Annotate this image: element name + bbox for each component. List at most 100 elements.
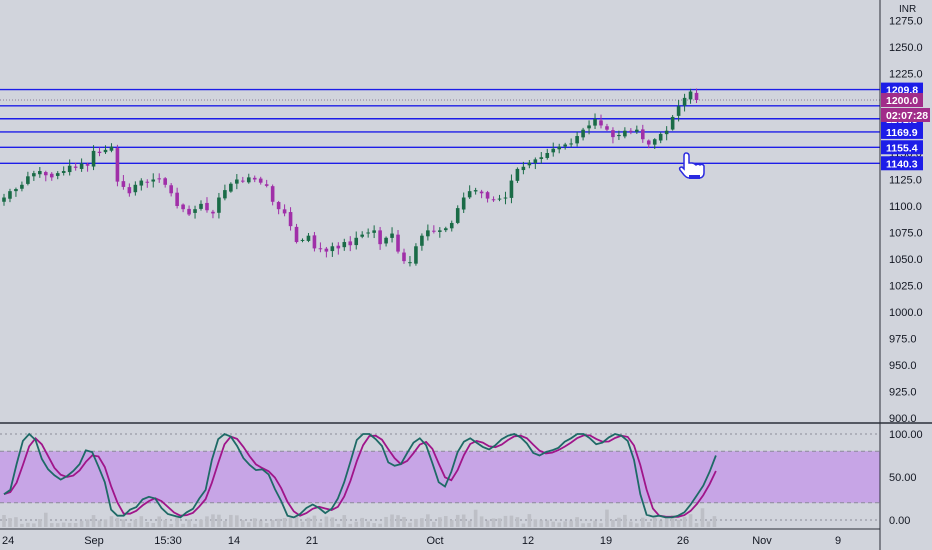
level-label-bg: [881, 140, 923, 155]
volume-bar: [605, 509, 609, 527]
price-tick-label: 975.0: [889, 334, 917, 346]
volume-bar: [372, 523, 376, 527]
candle-body: [491, 199, 496, 201]
horizontal-levels[interactable]: [0, 88, 880, 164]
volume-bar: [461, 514, 466, 527]
volume-bar: [288, 517, 293, 527]
candle-body: [306, 235, 311, 241]
candle-body: [688, 91, 693, 100]
volume-bar: [426, 514, 430, 527]
candle-body: [151, 179, 156, 182]
candle-body: [581, 129, 585, 138]
candle-body: [49, 173, 54, 178]
volume-bar: [575, 517, 579, 527]
candle-body: [324, 248, 329, 252]
volume-bar: [402, 516, 406, 527]
volume-bar: [712, 516, 717, 527]
volume-bar: [318, 522, 323, 527]
volume-bar: [676, 520, 681, 527]
candle-body: [217, 197, 221, 213]
candle-body: [611, 130, 615, 138]
candle-body: [676, 106, 681, 116]
candle-body: [43, 172, 48, 176]
volume-bar: [217, 514, 221, 527]
time-tick-label: 24: [2, 535, 14, 547]
candle-body: [467, 191, 472, 198]
price-tick-label: 1250.0: [889, 42, 923, 54]
candle-body: [348, 241, 353, 246]
candle-body: [563, 144, 567, 147]
candle-body: [539, 157, 544, 159]
candle-body: [67, 165, 72, 173]
candle-body: [79, 163, 84, 169]
candle-body: [551, 148, 556, 153]
time-tick-label: Oct: [426, 535, 443, 547]
candle-body: [414, 246, 418, 264]
volume-bar: [390, 514, 394, 527]
candle-body: [258, 178, 263, 183]
volume-bar: [91, 515, 96, 527]
price-tick-label: 1125.0: [889, 175, 922, 187]
volume-bar: [569, 520, 573, 527]
candle-body: [115, 148, 120, 182]
volume-bar: [282, 517, 287, 527]
candle-body: [652, 139, 657, 145]
candle-body: [605, 126, 609, 130]
volume-bar: [455, 514, 460, 527]
volume-bar: [479, 516, 484, 527]
candle-body: [617, 134, 621, 137]
volume-bar: [187, 519, 191, 527]
candle-body: [121, 181, 126, 187]
volume-bar: [211, 514, 215, 527]
volume-bar: [396, 515, 400, 527]
candle-body: [288, 212, 293, 227]
candle-body: [91, 150, 96, 167]
candle-body: [378, 230, 382, 245]
volume-bars: [2, 508, 717, 527]
volume-bar: [503, 515, 508, 527]
candle-body: [270, 186, 275, 202]
volume-bar: [623, 514, 627, 527]
candle-body: [545, 153, 550, 158]
volume-bar: [85, 519, 90, 527]
candle-body: [646, 140, 651, 145]
candle-body: [635, 129, 639, 132]
volume-bar: [432, 521, 436, 527]
volume-bar: [700, 508, 705, 527]
volume-bar: [330, 517, 335, 527]
candle-body: [175, 192, 179, 206]
pointing-hand-icon: [678, 152, 705, 179]
volume-bar: [706, 521, 711, 527]
candle-body: [2, 197, 6, 202]
candle-body: [97, 151, 102, 153]
volume-bar: [682, 516, 687, 527]
candle-body: [533, 159, 538, 164]
volume-bar: [43, 512, 48, 527]
last-price-label: 1200.0: [886, 95, 918, 107]
candle-body: [163, 178, 167, 185]
candle-body: [20, 184, 24, 189]
candle-body: [640, 129, 645, 140]
candle-body: [664, 130, 669, 135]
candle-body: [193, 209, 197, 213]
candle-body: [658, 133, 663, 141]
volume-bar: [420, 518, 424, 527]
candle-body: [670, 116, 675, 130]
volume-bar: [497, 518, 502, 527]
candle-body: [199, 203, 203, 209]
candle-body: [14, 189, 18, 192]
candlestick-series: [2, 88, 699, 267]
volume-bar: [664, 518, 669, 527]
candle-body: [432, 230, 436, 232]
volume-bar: [223, 520, 227, 527]
price-tick-label: 950.0: [889, 360, 917, 372]
volume-bar: [557, 522, 562, 527]
time-tick-label: 9: [835, 535, 841, 547]
candle-body: [336, 245, 341, 249]
candle-body: [593, 119, 597, 126]
volume-bar: [485, 520, 490, 527]
volume-bar: [611, 519, 615, 527]
volume-bar: [127, 522, 132, 527]
